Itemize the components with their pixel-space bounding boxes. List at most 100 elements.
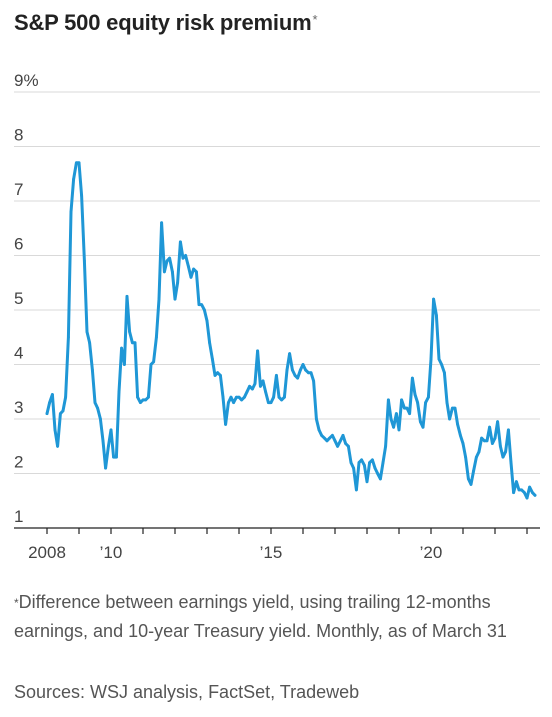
data-point: [88, 341, 91, 345]
data-point: [291, 368, 294, 372]
data-point: [459, 434, 462, 437]
data-point: [464, 455, 467, 459]
footnote-marker: *: [14, 596, 19, 610]
data-point: [267, 401, 270, 404]
data-point: [131, 341, 134, 345]
data-point: [285, 368, 289, 372]
data-point: [80, 194, 83, 198]
data-point: [456, 423, 459, 426]
data-point: [235, 395, 238, 399]
data-point: [389, 417, 393, 421]
source-note: Sources: WSJ analysis, FactSet, Tradeweb: [14, 682, 360, 702]
data-point: [301, 363, 305, 366]
data-point: [221, 395, 225, 399]
chart-title-text: S&P 500 equity risk premium: [14, 10, 312, 35]
data-point: [157, 297, 161, 301]
data-point: [283, 395, 286, 399]
data-point: [475, 455, 478, 459]
data-point: [107, 444, 110, 448]
data-point: [139, 401, 142, 404]
data-point: [112, 455, 115, 459]
data-point: [176, 281, 180, 285]
data-point: [381, 461, 385, 464]
data-point: [347, 444, 350, 448]
data-point: [83, 259, 86, 263]
data-point: [173, 297, 177, 301]
data-point: [195, 270, 198, 274]
data-point: [507, 428, 510, 432]
y-tick-labels: 1 2 3 4 5 6 7 8 9%: [14, 71, 39, 526]
data-point: [317, 428, 321, 432]
footnote-text: Difference between earnings yield, using…: [14, 592, 507, 641]
x-tick-labels: 2008 ’10 ’15 ’20: [28, 543, 442, 562]
data-point: [179, 240, 182, 244]
data-point: [331, 434, 334, 437]
data-point: [256, 349, 259, 353]
data-point: [48, 401, 51, 404]
data-point: [163, 270, 166, 274]
data-point: [144, 398, 148, 402]
data-point: [280, 398, 283, 402]
data-point: [53, 428, 57, 432]
data-point: [219, 374, 222, 377]
data-point: [512, 491, 515, 494]
data-point: [504, 450, 507, 454]
data-point: [208, 341, 212, 345]
data-point: [213, 374, 217, 377]
data-point: [200, 303, 204, 306]
data-point: [85, 330, 89, 334]
data-point: [379, 477, 382, 481]
data-point: [59, 412, 62, 415]
data-point: [515, 480, 518, 484]
data-point: [133, 341, 137, 345]
data-point: [123, 363, 126, 366]
data-point: [128, 330, 132, 334]
data-point: [496, 420, 499, 424]
data-point: [248, 384, 252, 388]
data-point: [181, 256, 185, 260]
data-point: [488, 425, 491, 429]
data-point: [61, 409, 65, 413]
y-tick-label-9: 9%: [14, 71, 39, 90]
data-point: [75, 161, 78, 165]
data-point: [429, 357, 433, 361]
data-point: [93, 401, 97, 404]
data-point: [277, 395, 281, 399]
data-point: [408, 412, 411, 415]
data-point: [99, 417, 102, 421]
data-point: [299, 368, 302, 372]
data-point: [517, 488, 521, 492]
data-point: [477, 450, 481, 454]
data-point: [269, 401, 273, 404]
data-point: [243, 395, 246, 399]
data-point: [160, 221, 164, 225]
data-point: [363, 463, 366, 467]
data-point: [461, 442, 465, 445]
data-point: [224, 423, 228, 426]
data-point: [349, 461, 353, 464]
data-point: [149, 363, 153, 366]
data-point: [171, 270, 174, 274]
data-point: [237, 395, 241, 399]
data-point: [416, 401, 419, 404]
data-point: [325, 439, 329, 443]
data-point: [312, 379, 315, 383]
data-point: [155, 335, 158, 339]
data-point: [435, 314, 438, 317]
x-tick-label-2010: ’10: [100, 543, 123, 562]
data-point: [376, 472, 379, 475]
data-point: [336, 444, 339, 448]
data-point: [411, 376, 414, 380]
data-point: [405, 406, 409, 410]
data-point: [472, 469, 475, 473]
data-point: [64, 395, 67, 399]
data-point: [272, 395, 275, 399]
data-point: [352, 466, 355, 470]
data-point: [168, 256, 172, 260]
data-point: [365, 480, 369, 484]
data-point: [443, 371, 446, 375]
data-point: [211, 357, 214, 361]
x-axis: [14, 527, 540, 534]
data-point: [72, 177, 75, 181]
data-point: [184, 254, 188, 257]
